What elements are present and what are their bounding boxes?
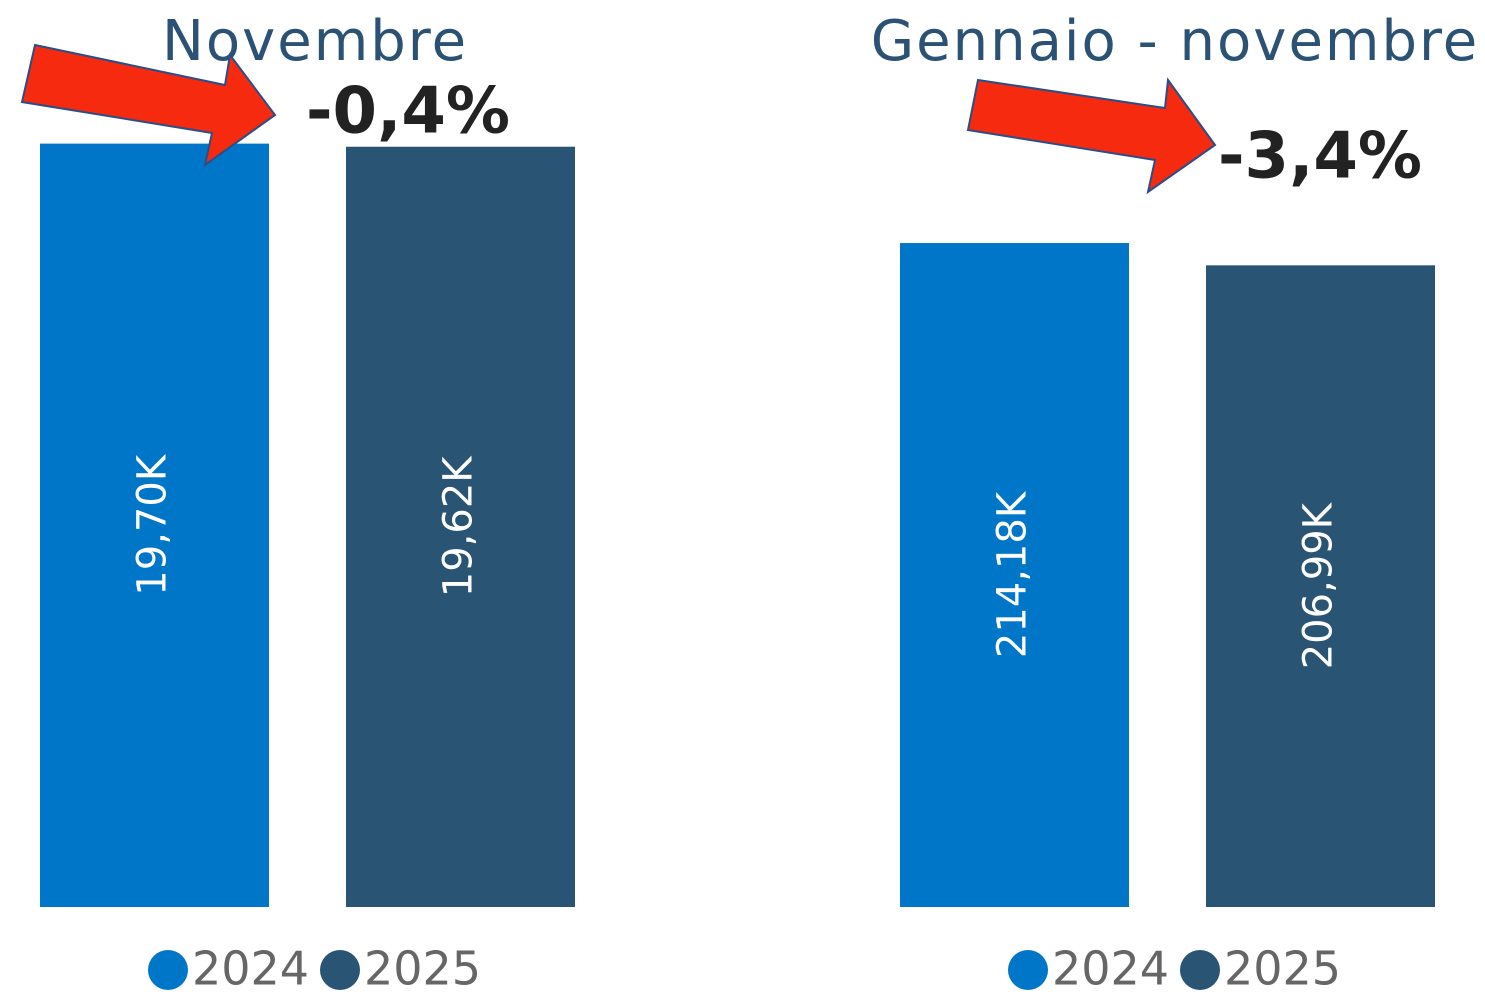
chart-title: Gennaio - novembre [871, 9, 1479, 74]
bar [40, 143, 269, 907]
bar-value-label: 19,62K [436, 455, 482, 598]
legend-marker [1180, 950, 1220, 990]
bar [346, 146, 575, 908]
bar [900, 243, 1129, 908]
chart-title: Novembre [162, 9, 468, 74]
legend-marker [148, 950, 188, 990]
bar-value-label: 19,70K [130, 453, 176, 596]
legend-label: 2024 [192, 942, 309, 996]
bar-value-label: 206,99K [1296, 501, 1342, 669]
legend-marker [320, 950, 360, 990]
bar [1206, 265, 1435, 907]
bar-value-label: 214,18K [990, 490, 1036, 658]
arrow [966, 77, 1217, 195]
legend-marker [1008, 950, 1048, 990]
legend-label: 2025 [1224, 942, 1341, 996]
legend-label: 2024 [1052, 942, 1169, 996]
annotation: -0,4% [306, 75, 510, 149]
arrow [20, 43, 277, 168]
legend-label: 2025 [364, 942, 481, 996]
annotation: -3,4% [1218, 120, 1422, 194]
